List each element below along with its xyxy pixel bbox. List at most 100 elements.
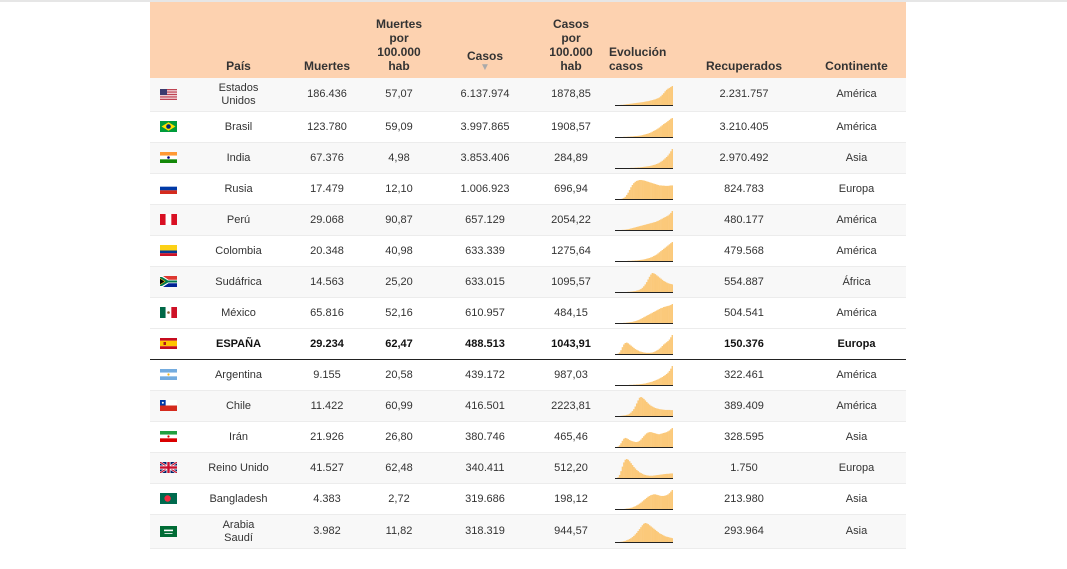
cases-value: 318.319 (435, 514, 535, 549)
br-flag-icon (159, 121, 177, 133)
mx-flag-icon (159, 307, 177, 319)
sparkline-bar (634, 102, 637, 105)
deaths-per-100k-value: 62,48 (363, 452, 435, 484)
sparkline-bar (644, 434, 647, 447)
sparkline-bar (633, 102, 635, 105)
header-evolucion: Evolución casos (607, 2, 681, 78)
sparkline-bar (635, 260, 638, 261)
sparkline-bar (627, 103, 630, 105)
sparkline-bar (638, 226, 641, 230)
sparkline-bar (641, 501, 644, 509)
country-name: Perú (186, 204, 291, 236)
sparkline-bar (657, 531, 659, 542)
sparkline-bar (653, 381, 655, 385)
sparkline-bar (624, 196, 627, 199)
country-name-line: Brasil (224, 120, 253, 133)
sparkline-bar (630, 440, 632, 447)
sparkline-bar (645, 166, 648, 168)
sparkline-bar (671, 304, 673, 323)
country-name-line: Bangladesh (209, 492, 268, 505)
sparkline-bar (625, 438, 628, 447)
deaths-per-100k-value: 20,58 (363, 359, 435, 391)
sparkline-bar (655, 408, 658, 416)
cases-per-100k-value: 1095,57 (535, 266, 607, 298)
continent-value: América (807, 78, 906, 112)
sparkline-bar (647, 223, 649, 230)
header-casos[interactable]: Casos ▼ (435, 2, 535, 78)
sparkline-bar (640, 526, 642, 542)
cases-per-100k-value: 696,94 (535, 173, 607, 205)
sparkline-bar (653, 222, 655, 230)
country-name-line: Irán (229, 430, 248, 443)
header-recuperados[interactable]: Recuperados (681, 2, 807, 78)
sparkline-bar (657, 163, 659, 168)
sparkline-bar (664, 306, 667, 323)
sparkline-bar (627, 508, 630, 509)
sparkline-bar (665, 409, 668, 416)
deaths-value: 3.982 (291, 514, 363, 549)
continent-value: Asia (807, 421, 906, 453)
header-evolucion-line1: Evolución (609, 45, 667, 59)
sparkline-bar (638, 397, 641, 416)
sparkline-bar (648, 314, 651, 323)
sparkline-bar (650, 274, 652, 292)
sparkline-bar (637, 135, 640, 137)
sparkline-bar (671, 428, 673, 447)
deaths-value: 4.383 (291, 483, 363, 515)
sparkline-bar (635, 226, 638, 230)
sort-descending-icon[interactable]: ▼ (480, 62, 490, 73)
sparkline-bar (671, 537, 673, 542)
sparkline-bar (664, 158, 667, 168)
country-name-line: México (221, 306, 256, 319)
sparkline-bar (657, 220, 659, 230)
header-muertes-100k[interactable]: Muertes por 100.000 hab (363, 2, 435, 78)
header-casos-100k[interactable]: Casos por 100.000 hab (535, 2, 607, 78)
sparkline-bar (670, 429, 672, 447)
sparkline-bar (665, 373, 668, 385)
cases-per-100k-value: 987,03 (535, 359, 607, 391)
sparkline-bar (644, 259, 647, 261)
continent-value: Europa (807, 452, 906, 484)
sparkline-bar (663, 92, 665, 105)
continent-value: América (807, 297, 906, 329)
sparkline-bar (653, 528, 655, 542)
sparkline-bar (653, 475, 655, 478)
header-muertes[interactable]: Muertes (291, 2, 363, 78)
country-name-line: Arabia (222, 518, 255, 531)
table-row: Colombia 20.348 40,98 633.339 1275,64 479.568… (150, 235, 906, 267)
sparkline-bar (650, 182, 652, 199)
header-continente[interactable]: Continente (807, 2, 906, 78)
sparkline-bar (660, 308, 662, 323)
country-name-line: Unidos (221, 94, 256, 107)
sparkline-bar (657, 128, 659, 137)
sparkline-bar (647, 523, 649, 542)
country-name: Chile (186, 390, 291, 422)
sparkline-bar (641, 473, 644, 478)
sparkline-bar (623, 438, 625, 447)
header-pais[interactable]: País (186, 2, 291, 78)
sparkline-bar (650, 525, 652, 542)
sparkline-bar (643, 134, 645, 137)
sparkline-bar (665, 306, 668, 323)
sparkline-bar (630, 412, 632, 416)
sparkline-bar (650, 313, 652, 323)
sparkline-bar (655, 254, 658, 261)
deaths-value: 14.563 (291, 266, 363, 298)
flag-cell (150, 421, 186, 453)
sparkline-bar (658, 127, 661, 137)
sparkline-bar (631, 136, 634, 137)
sparkline-bar (657, 309, 659, 323)
sparkline-bar (667, 341, 669, 354)
sparkline-bar (634, 468, 637, 478)
country-name: Argentina (186, 359, 291, 391)
sparkline-bar (653, 99, 655, 105)
sparkline-bar (630, 507, 632, 509)
recovered-value: 2.231.757 (681, 78, 807, 112)
sparkline-bar (641, 167, 644, 168)
cases-value: 610.957 (435, 297, 535, 329)
sparkline-bar (663, 344, 665, 354)
sparkline-bar (638, 319, 641, 323)
sparkline-bar (644, 316, 647, 323)
sparkline-bar (658, 409, 661, 416)
deaths-per-100k-value: 40,98 (363, 235, 435, 267)
